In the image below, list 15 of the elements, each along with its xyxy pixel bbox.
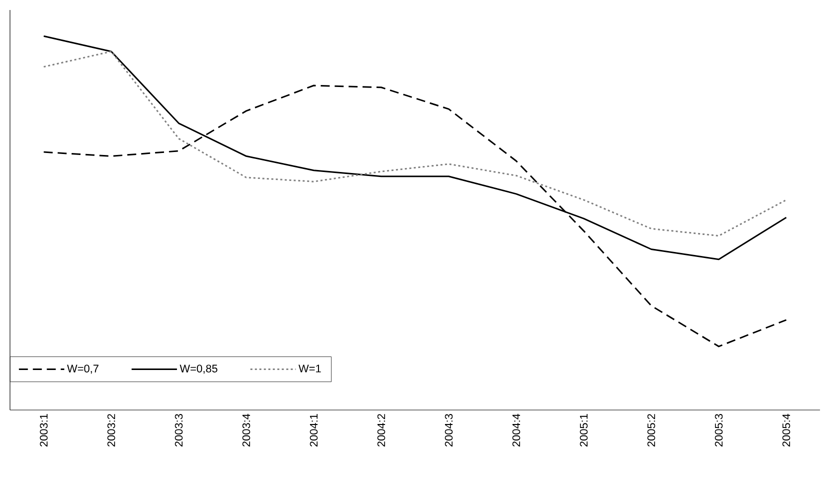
x-tick-label: 2005:4 xyxy=(782,414,790,446)
legend-label: W=1 xyxy=(298,364,321,372)
x-tick-label: 2004:4 xyxy=(512,414,520,446)
x-tick-label: 2003:3 xyxy=(174,414,183,446)
x-tick-label: 2004:2 xyxy=(377,414,386,446)
x-tick-label: 2005:3 xyxy=(714,414,723,446)
legend-label: W=0,85 xyxy=(180,364,218,374)
x-tick-label: 2003:4 xyxy=(242,414,250,446)
legend-label: W=0,7 xyxy=(67,364,98,374)
x-tick-label: 2003:1 xyxy=(40,414,48,446)
x-tick-label: 2003:2 xyxy=(107,414,116,446)
x-tick-label: 2005:2 xyxy=(647,414,656,446)
x-tick-label: 2005:1 xyxy=(580,414,588,446)
x-tick-label: 2004:1 xyxy=(310,414,318,446)
x-tick-label: 2004:3 xyxy=(444,414,453,446)
